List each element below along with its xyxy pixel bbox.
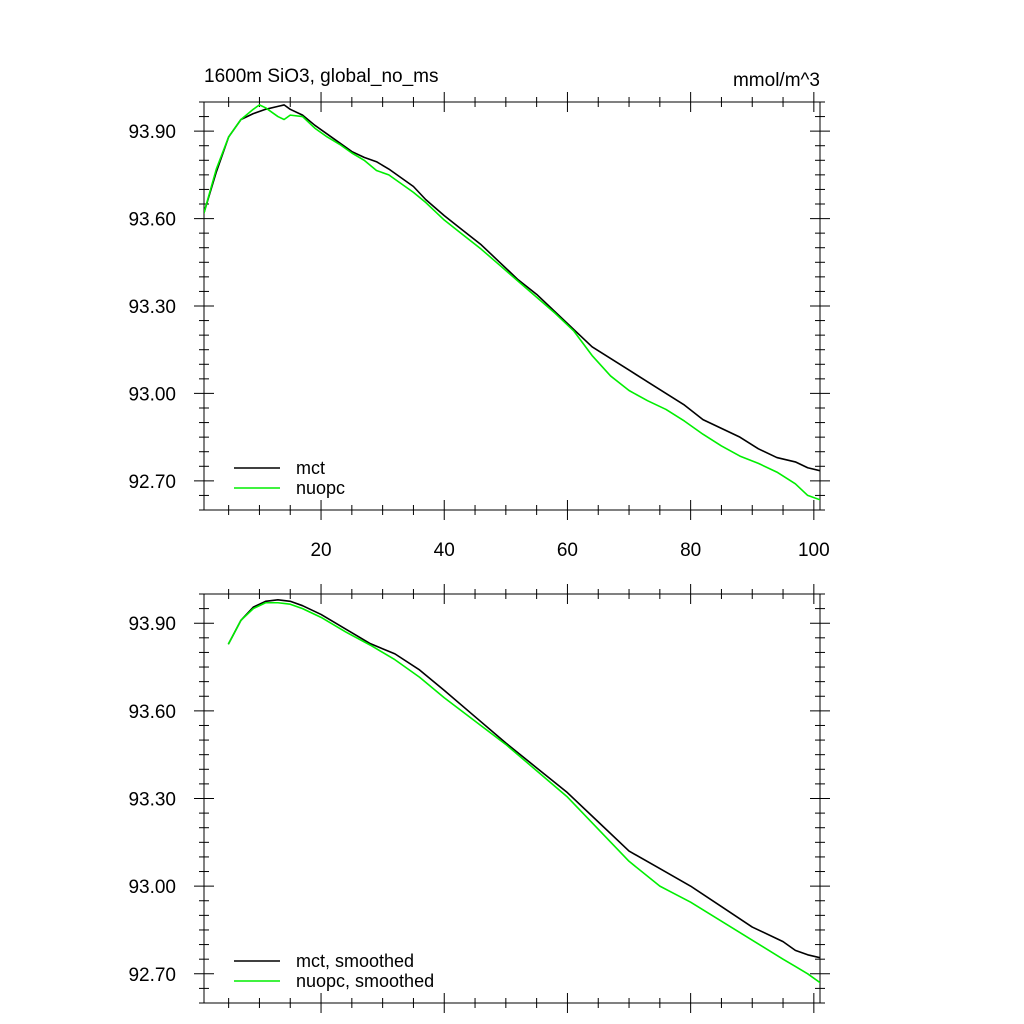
series-line-0	[204, 104, 820, 472]
y-tick-label: 93.30	[128, 790, 176, 811]
y-tick-label: 93.60	[128, 210, 176, 231]
x-tick-label: 100	[798, 540, 830, 561]
x-tick-label: 20	[310, 540, 331, 561]
legend-label: mct, smoothed	[296, 951, 414, 971]
x-tick-label: 40	[434, 540, 455, 561]
legend-label: nuopc	[296, 478, 345, 498]
plot-frame	[203, 593, 821, 1004]
legend-label: mct	[296, 458, 325, 478]
series-line-1	[227, 601, 820, 984]
x-tick-label: 60	[557, 540, 578, 561]
chart-title: 1600m SiO3, global_no_ms	[204, 66, 438, 87]
bottom-panel: 92.70 93.00 93.30 93.60 93.90 mct, smoothednu…	[128, 584, 830, 1013]
top-panel: 20 40 60 80 100 92.70 93.00 93.30 93.60 93.90 1600…	[128, 66, 830, 561]
y-tick-label: 93.90	[128, 122, 176, 143]
y-tick-label: 93.00	[128, 384, 176, 405]
y-tick-label: 93.60	[128, 702, 176, 723]
y-tick-label: 92.70	[128, 472, 176, 493]
series-line-1	[204, 104, 820, 501]
y-tick-label: 92.70	[128, 965, 176, 986]
series-line-0	[227, 599, 820, 959]
y-tick-label: 93.90	[128, 614, 176, 635]
y-tick-label: 93.30	[128, 297, 176, 318]
legend-label: nuopc, smoothed	[296, 971, 434, 991]
y-tick-label: 93.00	[128, 877, 176, 898]
x-tick-label: 80	[680, 540, 701, 561]
units-label: mmol/m^3	[733, 70, 820, 91]
